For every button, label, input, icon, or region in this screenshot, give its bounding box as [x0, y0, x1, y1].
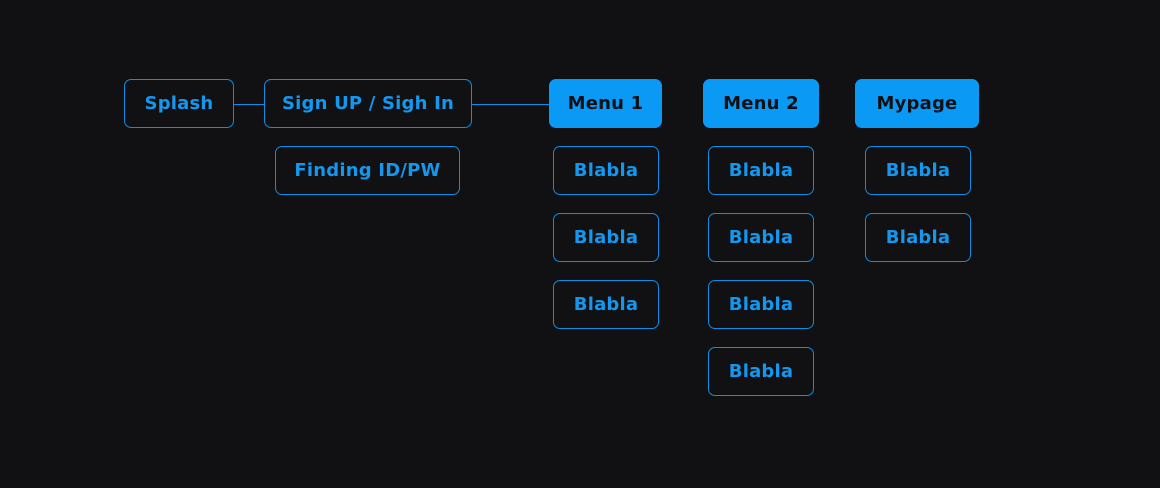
connector-splash-auth — [233, 104, 265, 105]
menu1-item[interactable]: Blabla — [553, 280, 659, 329]
node-sign-up-sign-in[interactable]: Sign UP / Sigh In — [264, 79, 472, 128]
mypage-item[interactable]: Blabla — [865, 146, 971, 195]
menu2-item[interactable]: Blabla — [708, 146, 814, 195]
menu1-item[interactable]: Blabla — [553, 213, 659, 262]
node-finding-id-pw[interactable]: Finding ID/PW — [275, 146, 460, 195]
menu1-item[interactable]: Blabla — [553, 146, 659, 195]
node-splash[interactable]: Splash — [124, 79, 234, 128]
node-mypage[interactable]: Mypage — [855, 79, 979, 128]
node-menu-1[interactable]: Menu 1 — [549, 79, 662, 128]
menu2-item[interactable]: Blabla — [708, 213, 814, 262]
connector-auth-menu1 — [471, 104, 551, 105]
mypage-item[interactable]: Blabla — [865, 213, 971, 262]
menu2-item[interactable]: Blabla — [708, 280, 814, 329]
menu2-item[interactable]: Blabla — [708, 347, 814, 396]
node-menu-2[interactable]: Menu 2 — [703, 79, 819, 128]
